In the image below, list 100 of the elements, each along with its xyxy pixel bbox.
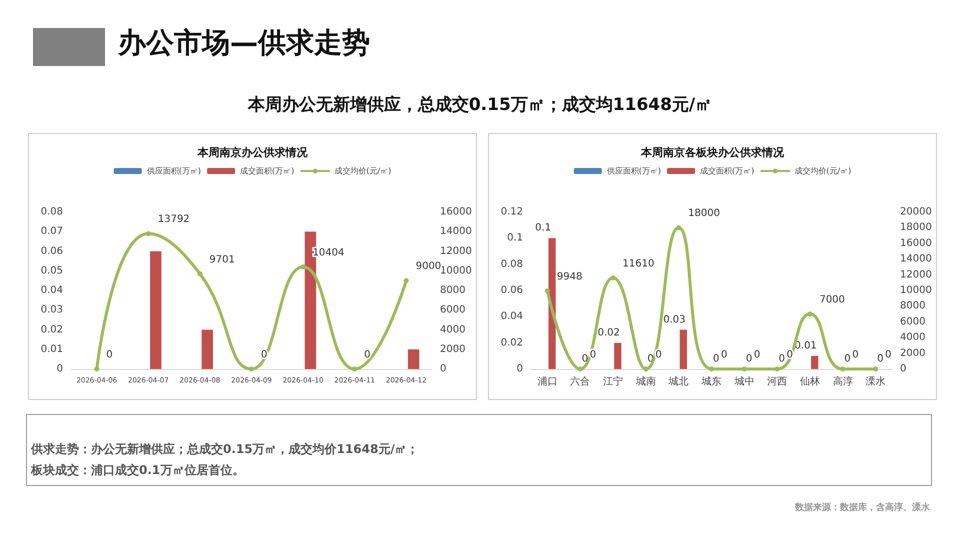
y2-tick-label: 16000 (440, 206, 472, 218)
y-tick-label: 0.04 (40, 285, 63, 296)
chart-title: 本周南京各板块办公供求情况 (640, 146, 785, 159)
x-tick-label: 城中 (733, 376, 754, 388)
point (578, 366, 583, 372)
point (807, 312, 812, 317)
legend-label: 成交面积(万㎡) (700, 166, 754, 176)
point (840, 366, 846, 372)
point (544, 288, 550, 294)
data-label: 0.03 (663, 314, 686, 326)
line-series (94, 231, 409, 372)
y-tick-label: 0.05 (40, 265, 63, 276)
data-label: 0 (786, 350, 794, 360)
text: 本周办公无新增供应，总成交0.15万㎡；成交均11648元/㎡ (246, 94, 714, 116)
data-label: 11610 (622, 258, 654, 270)
legend-label: 成交均价(元/㎡) (334, 166, 392, 176)
point (404, 278, 409, 284)
y-tick-label: 0.12 (500, 206, 523, 218)
y-tick-label: 0.08 (40, 206, 63, 218)
data-label: 0.02 (598, 327, 620, 338)
y-tick-label: 0.08 (500, 258, 523, 270)
text: 板块成交：浦口成交0.1万㎡位居首位。 (31, 462, 246, 479)
data-label: 0 (721, 350, 728, 360)
text: 办公市场—供求走势 (118, 25, 370, 61)
y-tick-label: 0.1 (507, 232, 523, 244)
y-tick-label: 0.06 (40, 246, 63, 257)
x-tick-label: 城南 (634, 376, 656, 388)
bar (811, 356, 818, 369)
data-label: 9701 (209, 254, 235, 266)
data-label: 0 (364, 350, 371, 360)
legend-label: 供应面积(万㎡) (146, 166, 202, 176)
data-label: 0 (746, 354, 752, 364)
bar (614, 342, 622, 369)
point (643, 366, 648, 372)
bar (680, 330, 687, 369)
x-tick-label: 仙林 (800, 376, 820, 388)
x-tick-label: 六合 (570, 376, 590, 388)
legend-label: 成交均价(元/㎡) (794, 166, 852, 176)
point (300, 264, 306, 270)
y2-tick-label: 10000 (900, 285, 932, 296)
data-label: 0 (582, 354, 588, 364)
y2-tick-label: 12000 (440, 246, 472, 257)
data-label: 0 (655, 350, 662, 360)
y2-tick-label: 20000 (900, 206, 932, 218)
y2-tick-label: 4000 (440, 324, 466, 336)
y2-tick-label: 14000 (900, 254, 932, 265)
y2-tick-label: 8000 (440, 285, 466, 296)
point (774, 366, 780, 372)
point (146, 231, 151, 236)
data-label: 0 (754, 350, 760, 360)
data-label: 18000 (688, 208, 720, 220)
x-tick-label: 江宁 (603, 376, 624, 388)
x-tick-label: 城东 (700, 376, 722, 388)
source-note: 数据来源：数据库，含高淳、溧水 (795, 501, 930, 514)
y2-tick-label: 2000 (440, 344, 466, 355)
point (249, 366, 254, 372)
data-label: 0 (713, 354, 720, 364)
y2-tick-label: 0 (440, 364, 446, 374)
data-label: 0 (106, 350, 113, 360)
legend-label: 供应面积(万㎡) (606, 166, 662, 176)
y-tick-label: 0.04 (500, 311, 523, 322)
point (873, 366, 878, 372)
chart-title: 本周南京办公供求情况 (196, 146, 308, 159)
data-label: 9000 (416, 261, 442, 272)
x-tick-label: 城北 (668, 376, 689, 388)
y2-tick-label: 10000 (440, 265, 472, 276)
y-tick-label: 0.03 (40, 304, 63, 316)
y-tick-label: 0.02 (500, 337, 523, 348)
point (352, 366, 358, 372)
y-tick-label: 0 (56, 364, 63, 374)
bar (202, 330, 213, 369)
y2-tick-label: 6000 (900, 316, 926, 328)
point (742, 366, 747, 372)
y2-tick-label: 18000 (900, 222, 932, 234)
y-tick-label: 0.06 (500, 285, 523, 296)
x-tick-label: 高淳 (832, 376, 853, 388)
text: 供求走势：办公无新增供应；总成交0.15万㎡，成交均价11648元/㎡； (31, 441, 420, 458)
point (94, 366, 100, 372)
bar (150, 251, 162, 369)
point (610, 275, 616, 280)
y2-tick-label: 16000 (900, 238, 932, 249)
data-label: 0 (778, 354, 786, 364)
y2-tick-label: 14000 (440, 226, 472, 238)
legend-label: 成交面积(万㎡) (240, 166, 294, 176)
y2-tick-label: 6000 (440, 304, 466, 316)
data-label: 0 (844, 354, 851, 364)
y-tick-label: 0.07 (40, 226, 63, 238)
data-label: 0 (885, 350, 892, 360)
y2-tick-label: 0 (900, 364, 906, 374)
y-tick-label: 0 (516, 364, 523, 374)
data-label: 7000 (819, 294, 845, 306)
y2-tick-label: 2000 (900, 348, 926, 359)
bar (408, 349, 420, 369)
data-label: 9948 (556, 271, 582, 282)
data-label: 0.1 (535, 222, 552, 234)
y2-tick-label: 8000 (900, 300, 926, 312)
data-label: 0 (852, 350, 859, 360)
y2-tick-label: 4000 (900, 332, 926, 344)
point (709, 366, 714, 372)
x-tick-label: 溧水 (866, 376, 886, 388)
